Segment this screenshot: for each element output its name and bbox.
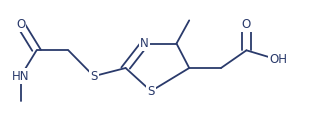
Text: N: N xyxy=(140,37,149,50)
Text: O: O xyxy=(16,18,25,31)
Text: S: S xyxy=(90,70,98,83)
Text: S: S xyxy=(147,85,155,98)
Text: O: O xyxy=(242,18,251,31)
Text: HN: HN xyxy=(12,70,30,83)
Text: OH: OH xyxy=(269,53,287,66)
